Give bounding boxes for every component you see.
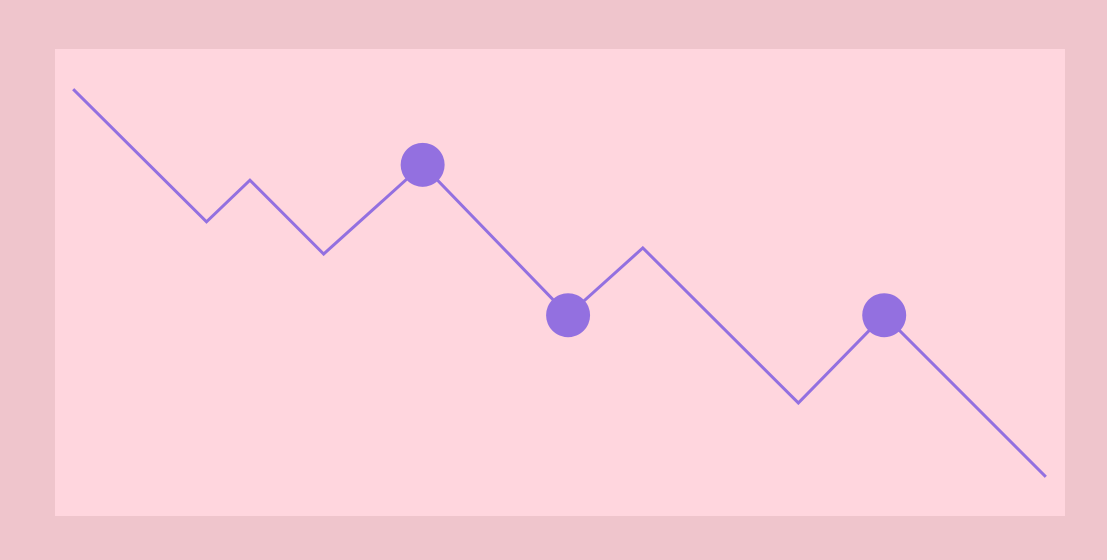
data-point xyxy=(862,293,907,338)
plot-area xyxy=(55,49,1065,516)
data-point xyxy=(400,142,445,187)
data-point xyxy=(546,293,591,338)
data-line xyxy=(72,88,1047,478)
